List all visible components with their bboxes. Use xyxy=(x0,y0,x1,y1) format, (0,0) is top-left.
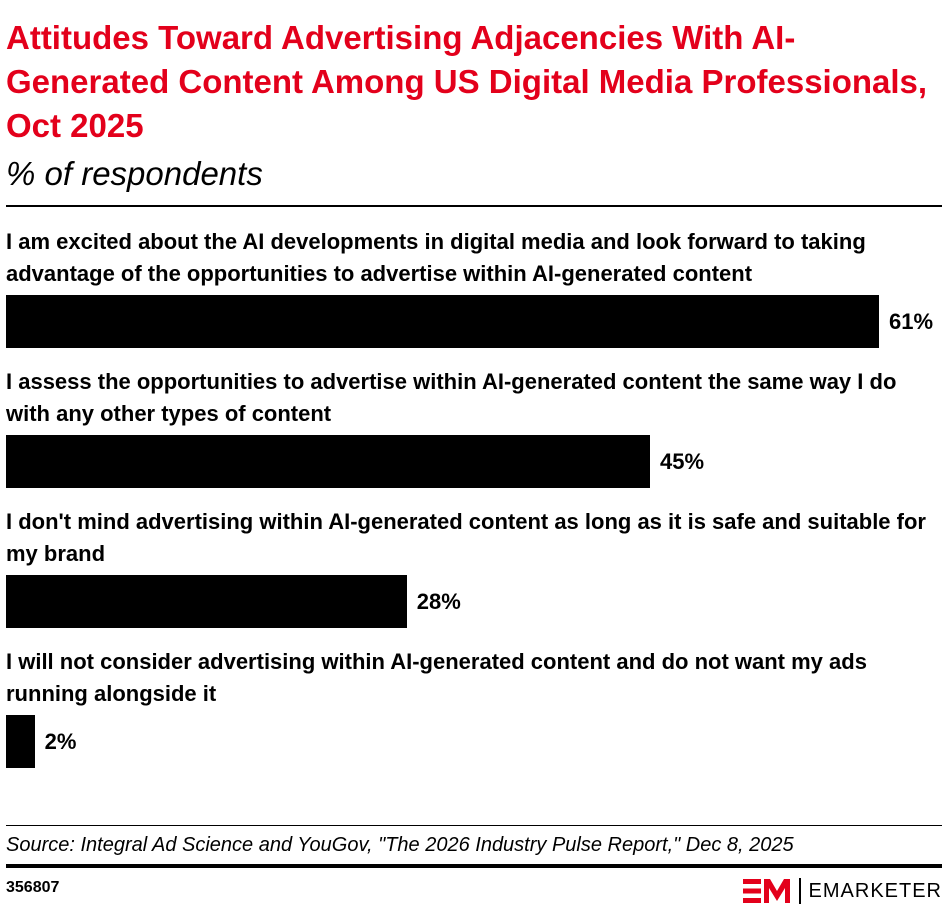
logo: EMARKETER xyxy=(742,876,942,906)
bar xyxy=(6,295,879,348)
bar-row: 2% xyxy=(6,715,942,768)
logo-separator xyxy=(798,878,801,904)
plot-area: I am excited about the AI developments i… xyxy=(6,226,942,786)
category-label: I will not consider advertising within A… xyxy=(6,649,867,706)
chart-title: Attitudes Toward Advertising Adjacencies… xyxy=(6,19,928,144)
category-label: I am excited about the AI developments i… xyxy=(6,229,866,286)
divider xyxy=(6,205,942,207)
chart-id: 356807 xyxy=(6,879,60,896)
bar xyxy=(6,575,407,628)
divider xyxy=(6,825,942,826)
category-label: I don't mind advertising within AI-gener… xyxy=(6,509,926,566)
value-label: 28% xyxy=(416,589,461,614)
brand-name: EMARKETER xyxy=(808,880,942,902)
value-label: 61% xyxy=(889,309,934,334)
bar xyxy=(6,435,651,488)
source-note: Source: Integral Ad Science and YouGov, … xyxy=(6,834,794,856)
category-label: I assess the opportunities to advertise … xyxy=(6,369,897,426)
value-label: 2% xyxy=(44,729,77,754)
bar-row: 61% xyxy=(6,295,942,348)
bar-row: 45% xyxy=(6,435,942,488)
bar xyxy=(6,715,35,768)
divider xyxy=(6,864,942,868)
value-label: 45% xyxy=(660,449,705,474)
logo-mark xyxy=(742,879,790,903)
bar-row: 28% xyxy=(6,575,942,628)
chart-subtitle: % of respondents xyxy=(6,155,263,192)
